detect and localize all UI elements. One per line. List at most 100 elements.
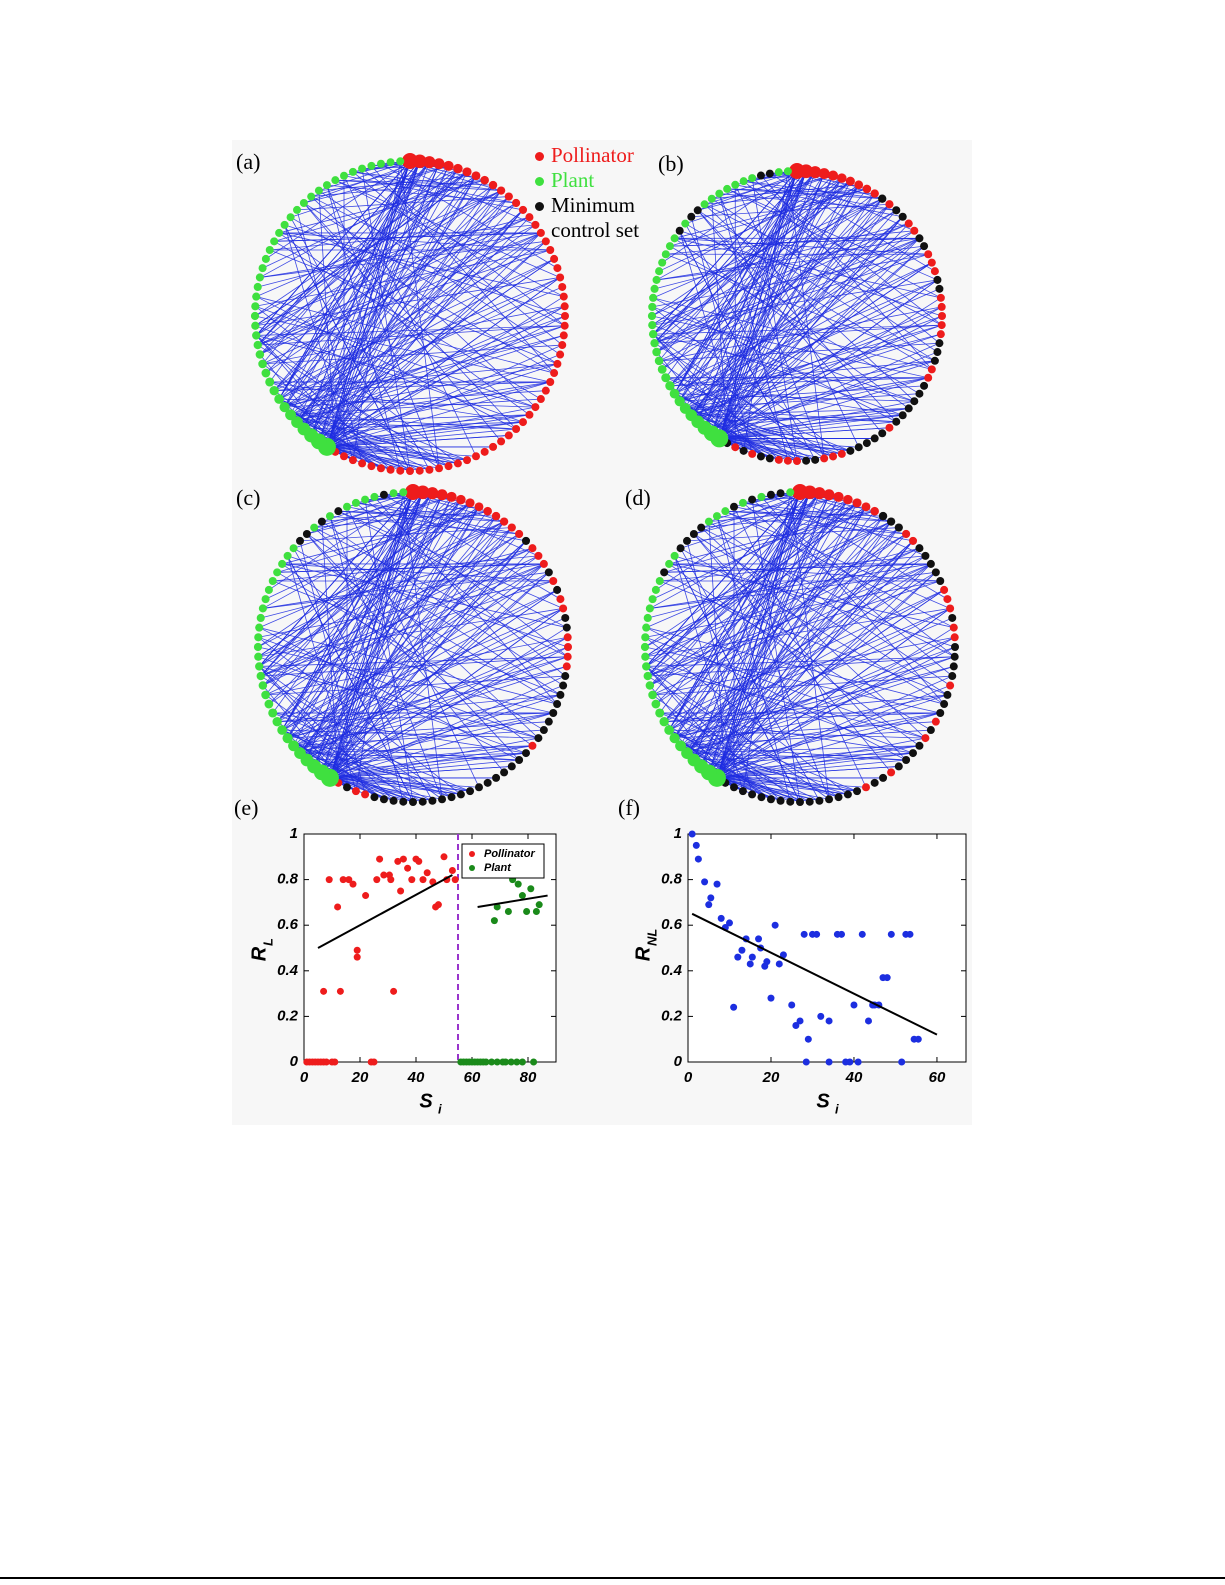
network-edge xyxy=(646,656,955,667)
y-tick-label: 0.4 xyxy=(661,962,683,979)
x-axis-label-sub: i xyxy=(438,1101,442,1116)
network-edge xyxy=(716,516,791,802)
fit-line xyxy=(317,874,453,949)
network-edge xyxy=(268,502,471,705)
network-edge xyxy=(718,216,904,439)
data-point xyxy=(507,1058,515,1066)
network xyxy=(253,484,573,806)
y-tick-label: 0.4 xyxy=(277,962,299,979)
network-edge xyxy=(278,232,542,400)
network-node xyxy=(700,200,709,209)
network-edge xyxy=(645,491,801,667)
network-edge xyxy=(659,580,948,696)
network-node xyxy=(937,302,946,311)
data-point xyxy=(387,876,395,884)
network-node xyxy=(500,768,509,777)
network-node xyxy=(813,487,826,500)
network-edge xyxy=(306,533,505,773)
network-edge xyxy=(326,428,517,448)
legend-label: Plant xyxy=(484,862,512,874)
network-edge xyxy=(326,344,563,448)
data-point xyxy=(796,1017,804,1025)
network-node xyxy=(254,633,263,642)
network-edge xyxy=(716,675,953,779)
network-edge xyxy=(329,521,505,779)
network-node xyxy=(562,623,571,632)
y-axis-label: RNL xyxy=(632,929,659,962)
data-point xyxy=(825,1017,833,1025)
legend-label: Minimum control set xyxy=(551,193,640,242)
network-node xyxy=(937,321,946,330)
network-node xyxy=(943,595,952,604)
data-point xyxy=(748,953,756,961)
network-node xyxy=(531,403,540,412)
network-node xyxy=(642,662,651,671)
network-node xyxy=(317,517,326,526)
y-axis-label-sub: L xyxy=(260,938,275,946)
network-edge xyxy=(326,446,440,469)
network-node xyxy=(641,633,650,642)
network-edge xyxy=(718,193,789,461)
fit-line xyxy=(477,894,548,908)
y-tick-label: 0.6 xyxy=(661,916,683,933)
network-edge xyxy=(685,360,935,409)
network-node xyxy=(730,783,739,792)
panel-label: (c) xyxy=(236,485,260,510)
network-edge xyxy=(255,305,536,408)
network-node xyxy=(921,734,930,743)
network-edge xyxy=(674,237,920,395)
network-edge xyxy=(669,177,843,387)
network-edge xyxy=(652,253,929,308)
network-node xyxy=(560,302,569,311)
network-edge xyxy=(290,414,468,461)
network-edge xyxy=(299,656,568,754)
network-node xyxy=(253,642,263,652)
network-node xyxy=(525,213,534,222)
data-point xyxy=(518,892,526,900)
network-edge xyxy=(258,499,462,667)
network-edge xyxy=(669,385,771,459)
network-node xyxy=(556,350,565,359)
network-edge xyxy=(255,277,561,327)
network-node xyxy=(949,662,958,671)
network-edge xyxy=(697,198,883,422)
network-edge xyxy=(708,521,726,783)
network-edge xyxy=(726,188,938,281)
network-edge xyxy=(669,360,935,387)
network-node xyxy=(823,489,835,501)
network-node xyxy=(418,797,427,806)
network-node xyxy=(878,511,888,521)
network-node xyxy=(843,494,853,505)
network-node xyxy=(491,511,501,521)
network-node xyxy=(261,254,270,263)
network-node xyxy=(340,171,349,180)
network-edge xyxy=(656,209,897,353)
network-node xyxy=(920,242,929,251)
network-edge xyxy=(659,492,820,714)
network-node xyxy=(251,321,260,330)
network-edge xyxy=(299,515,497,754)
network-edge xyxy=(255,168,459,336)
legend-item: Minimum control set xyxy=(533,193,653,243)
network-edge xyxy=(656,175,834,353)
network-node xyxy=(255,623,264,632)
network-edge xyxy=(668,493,820,731)
network-edge xyxy=(658,171,816,362)
network-node xyxy=(683,536,692,545)
network-node xyxy=(563,652,572,661)
network-node xyxy=(264,585,273,594)
network-edge xyxy=(318,163,440,442)
network-edge xyxy=(310,161,421,436)
network-node xyxy=(296,536,305,545)
x-tick-label: 60 xyxy=(929,1069,946,1086)
network-node xyxy=(322,181,331,190)
network-node xyxy=(447,793,456,802)
network-edge xyxy=(719,414,903,439)
x-axis-label: S xyxy=(816,1090,830,1112)
data-point xyxy=(688,830,696,838)
network-node xyxy=(664,725,674,735)
network-edge xyxy=(693,533,892,773)
network-node xyxy=(776,489,785,498)
data-point xyxy=(518,1058,526,1066)
network-edge xyxy=(259,232,541,278)
